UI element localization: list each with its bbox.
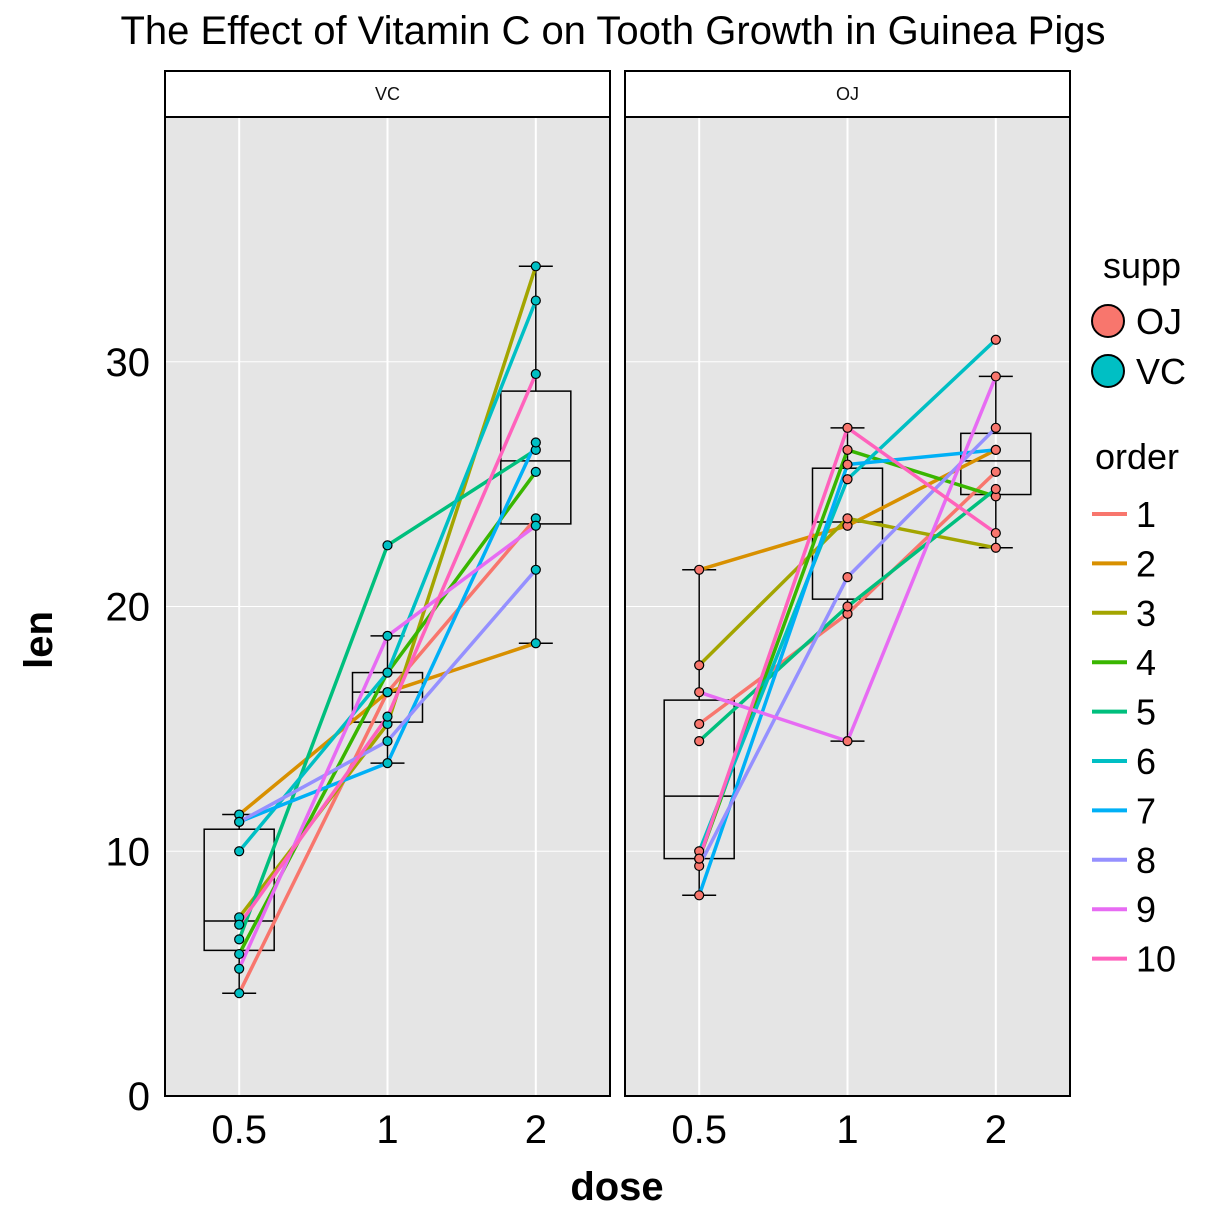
legend-label-order: 8 [1136,840,1156,881]
data-point [990,466,1001,477]
panel-border [164,116,611,1097]
x-tick-label: 2 [985,1108,1007,1152]
data-point [234,948,245,960]
data-point [234,919,245,930]
x-tick-label: 1 [376,1108,398,1152]
data-point [990,444,1001,455]
legend-key-supp-oj [1091,304,1125,338]
data-point [530,437,541,448]
data-point [382,736,393,747]
data-point [530,368,541,380]
data-point [530,261,541,272]
data-point [694,687,705,698]
data-point [990,371,1001,382]
legend-label-supp: OJ [1136,301,1182,342]
data-point [990,334,1001,345]
data-point [530,466,541,477]
data-point [234,846,245,857]
data-point [382,687,393,698]
facet-strip-label: VC [375,84,400,104]
facet-strip-label: OJ [836,84,859,104]
data-point [842,513,853,524]
x-axis-title: dose [570,1165,663,1209]
data-point [234,988,245,999]
data-point [234,963,245,974]
legend-label-order: 2 [1136,543,1156,584]
data-point [234,816,245,827]
y-tick-label: 0 [128,1075,150,1119]
data-point [530,564,541,575]
legend-label-order: 3 [1136,593,1156,634]
legend-label-order: 4 [1136,642,1156,683]
data-point [842,736,853,747]
data-point [694,718,705,730]
legend-label-order: 7 [1136,790,1156,831]
facet-strip [624,70,1071,118]
data-point [694,564,705,575]
legend: supp OJ VC order 1 2 3 4 5 6 7 8 9 10 [1091,245,1186,980]
x-tick-label: 1 [836,1108,858,1152]
chart-title: The Effect of Vitamin C on Tooth Growth … [121,9,1106,53]
data-point [382,630,393,641]
data-point [382,667,393,678]
data-point [530,638,541,649]
y-axis-title: len [17,611,61,669]
data-point [842,474,853,485]
data-point [990,422,1001,433]
data-point [842,444,853,455]
data-point [694,890,705,901]
legend-label-order: 10 [1136,939,1176,980]
y-tick-label: 20 [106,586,151,630]
data-point [694,660,705,671]
data-point [990,542,1001,553]
data-point [530,520,541,531]
x-tick-label: 0.5 [211,1108,267,1152]
data-point [842,572,853,583]
panel-oj: OJ 0.5 1 2 [624,70,1071,1152]
y-tick-label: 30 [106,341,151,385]
data-point [842,601,853,612]
legend-title-order: order [1095,436,1179,477]
panel-vc: VC 0.5 1 2 [164,70,611,1152]
data-point [694,853,705,864]
legend-title-supp: supp [1103,245,1181,286]
x-tick-label: 0.5 [671,1108,727,1152]
data-point [382,758,393,769]
y-tick-label: 10 [106,830,151,874]
legend-key-supp-vc [1091,354,1125,388]
data-point [382,540,393,551]
data-point [382,711,393,722]
legend-label-order: 1 [1136,494,1156,535]
legend-label-order: 5 [1136,692,1156,733]
data-point [990,483,1001,495]
data-point [530,295,541,306]
data-point [234,934,245,945]
x-tick-label: 2 [525,1108,547,1152]
data-point [842,459,853,470]
facet-strip [164,70,611,118]
panel-border [624,116,1071,1097]
data-point [842,422,853,433]
legend-label-order: 9 [1136,889,1156,930]
legend-label-order: 6 [1136,741,1156,782]
legend-label-supp: VC [1136,351,1186,392]
data-point [694,736,705,747]
data-point [990,527,1001,539]
